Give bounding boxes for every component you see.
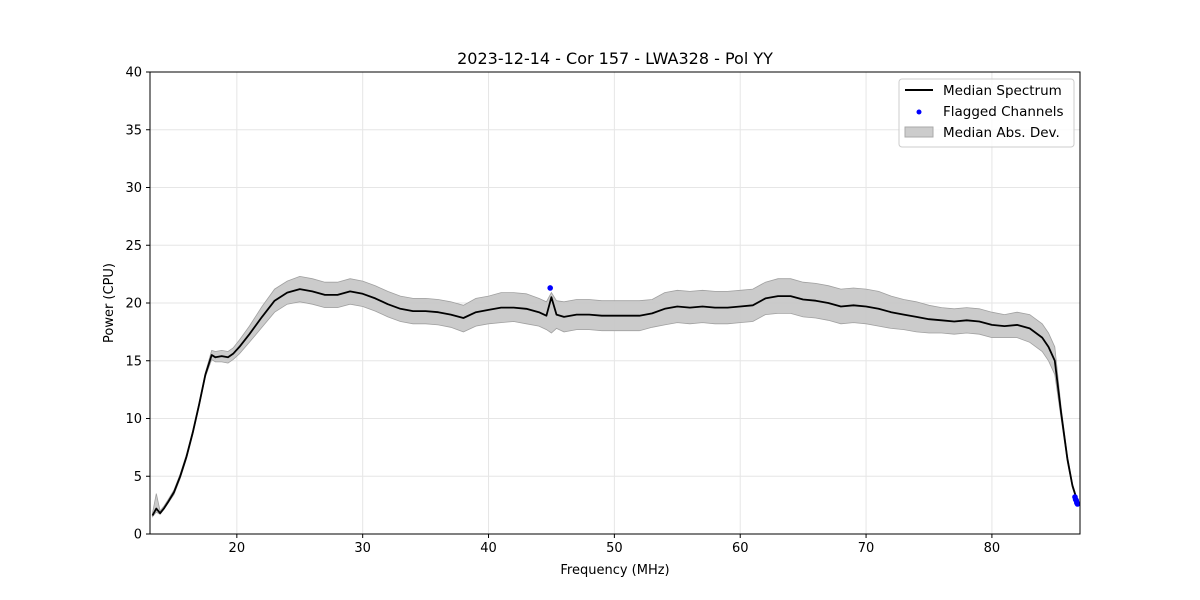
x-axis-ticks: 20 30 40 50 60 70 80 (229, 534, 1001, 556)
flagged-channel-point (547, 285, 553, 291)
x-tick-label: 80 (984, 541, 1001, 556)
legend-band-swatch (904, 126, 934, 138)
y-tick-label: 10 (125, 412, 142, 427)
x-tick-label: 20 (229, 541, 246, 556)
x-tick-label: 50 (606, 541, 623, 556)
y-tick-label: 20 (125, 297, 142, 312)
x-axis-title: Frequency (MHz) (560, 563, 669, 578)
x-tick-label: 70 (858, 541, 875, 556)
y-tick-label: 15 (125, 354, 142, 369)
x-tick-label: 30 (354, 541, 371, 556)
median-spectrum-layer (151, 288, 1079, 516)
y-tick-label: 0 (134, 528, 142, 543)
y-axis-ticks: 0 5 10 15 20 25 30 35 40 (125, 66, 150, 543)
median-spectrum-line (151, 288, 1079, 516)
y-tick-label: 40 (125, 66, 142, 81)
legend-label-flagged-channels: Flagged Channels (943, 104, 1064, 120)
legend-box (898, 78, 1075, 148)
legend-label-mad: Median Abs. Dev. (943, 125, 1060, 141)
y-axis-title: Power (CPU) (102, 263, 117, 343)
y-tick-label: 25 (125, 239, 142, 254)
legend-label-median-spectrum: Median Spectrum (943, 83, 1062, 99)
legend: Median Spectrum Flagged Channels Median … (898, 78, 1075, 148)
x-tick-label: 60 (732, 541, 749, 556)
flagged-channels-layer (547, 285, 1081, 507)
flagged-channel-point (1074, 501, 1081, 507)
y-tick-label: 5 (134, 470, 142, 485)
x-tick-label: 40 (480, 541, 497, 556)
y-tick-label: 35 (125, 123, 142, 138)
y-tick-label: 30 (125, 181, 142, 196)
legend-marker-swatch (916, 109, 922, 115)
chart-title: 2023-12-14 - Cor 157 - LWA328 - Pol YY (457, 49, 773, 68)
